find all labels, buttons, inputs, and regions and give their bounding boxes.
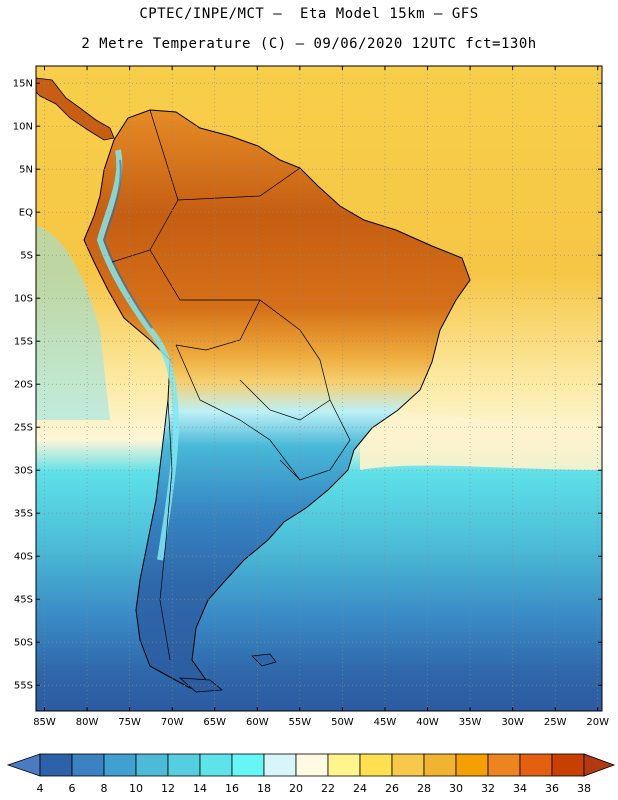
colorbar-label: 8: [101, 782, 108, 795]
colorbar-box: [455, 753, 489, 777]
longitude-ticks: 85W 80W 75W 70W 65W 60W 55W 50W 45W 40W 35W 30W 25W 2…: [33, 66, 609, 728]
colorbar-box: [391, 753, 425, 777]
lat-tick-label: 15N: [13, 79, 33, 90]
colorbar-label: 30: [449, 782, 463, 795]
lat-tick-label: 10N: [13, 122, 33, 133]
lat-tick-label: 55S: [14, 681, 33, 692]
falkland-islands: [251, 653, 277, 667]
colorbar-label: 18: [257, 782, 271, 795]
colorbar-label: 20: [289, 782, 303, 795]
colorbar: 4 6 8 10 12 14 16 18 20 22 24 26 28 30 32 34 36 38: [6, 753, 616, 795]
map-title-line1: CPTEC/INPE/MCT – Eta Model 15km – GFS: [139, 6, 479, 22]
lon-tick-label: 25W: [544, 717, 567, 728]
colorbar-box: [487, 753, 521, 777]
lat-tick-label: 10S: [14, 294, 33, 305]
lon-tick-label: 65W: [203, 717, 226, 728]
lon-tick-label: 85W: [33, 717, 56, 728]
lon-tick-label: 55W: [289, 717, 312, 728]
lon-tick-label: 50W: [331, 717, 354, 728]
lon-tick-label: 75W: [118, 717, 141, 728]
lat-tick-label: 45S: [14, 595, 33, 606]
colorbar-box: [519, 753, 553, 777]
colorbar-box: [231, 753, 265, 777]
lat-tick-label: 20S: [14, 380, 33, 391]
colorbar-high-arrow: [583, 753, 616, 777]
andes-ridge: [96, 149, 180, 561]
central-america-land: [36, 77, 115, 141]
lat-tick-label: 5N: [19, 165, 33, 176]
country-borders: [111, 109, 351, 661]
colorbar-label: 24: [353, 782, 367, 795]
colorbar-box: [423, 753, 457, 777]
colorbar-label: 22: [321, 782, 335, 795]
lon-tick-label: 35W: [459, 717, 482, 728]
colorbar-box: [551, 753, 585, 777]
map-frame: [35, 65, 603, 712]
lon-tick-label: 60W: [246, 717, 269, 728]
lon-tick-label: 70W: [161, 717, 184, 728]
colorbar-low-arrow: [6, 753, 41, 777]
colorbar-label: 38: [577, 782, 591, 795]
lat-tick-label: 30S: [14, 466, 33, 477]
colorbar-box: [135, 753, 169, 777]
colorbar-box: [71, 753, 105, 777]
colorbar-label: 16: [225, 782, 239, 795]
colorbar-box: [167, 753, 201, 777]
colorbar-label: 4: [37, 782, 44, 795]
colorbar-label: 32: [481, 782, 495, 795]
colorbar-label: 12: [161, 782, 175, 795]
lon-tick-label: 45W: [374, 717, 397, 728]
colorbar-label: 26: [385, 782, 399, 795]
lat-tick-label: 5S: [20, 251, 33, 262]
lon-tick-label: 20W: [586, 717, 609, 728]
colorbar-label: 36: [545, 782, 559, 795]
lon-tick-label: 80W: [76, 717, 99, 728]
colorbar-box: [199, 753, 233, 777]
colorbar-label: 6: [69, 782, 76, 795]
colorbar-box: [39, 753, 73, 777]
lat-tick-label: 25S: [14, 423, 33, 434]
andes-ridge-core: [102, 159, 153, 329]
map-title-line2: 2 Metre Temperature (C) – 09/06/2020 12U…: [81, 36, 537, 52]
humboldt-current: [36, 225, 110, 420]
lat-tick-label: 15S: [14, 337, 33, 348]
colorbar-box: [359, 753, 393, 777]
map-plot-area: [36, 66, 602, 711]
colorbar-box: [295, 753, 329, 777]
colorbar-box: [327, 753, 361, 777]
lat-tick-label: 40S: [14, 552, 33, 563]
lon-tick-label: 40W: [416, 717, 439, 728]
latitude-ticks: 15N 10N 5N EQ 5S 10S 15S 20S 25S 30S 35S 40S 45S 50S 5…: [13, 79, 602, 692]
lat-tick-label: 35S: [14, 509, 33, 520]
colorbar-label: 28: [417, 782, 431, 795]
colorbar-label: 10: [129, 782, 143, 795]
colorbar-label: 14: [193, 782, 207, 795]
colorbar-box: [263, 753, 297, 777]
colorbar-box: [103, 753, 137, 777]
lon-tick-label: 30W: [501, 717, 524, 728]
lat-tick-label: 50S: [14, 638, 33, 649]
lat-tick-label: EQ: [19, 208, 33, 219]
colorbar-label: 34: [513, 782, 527, 795]
